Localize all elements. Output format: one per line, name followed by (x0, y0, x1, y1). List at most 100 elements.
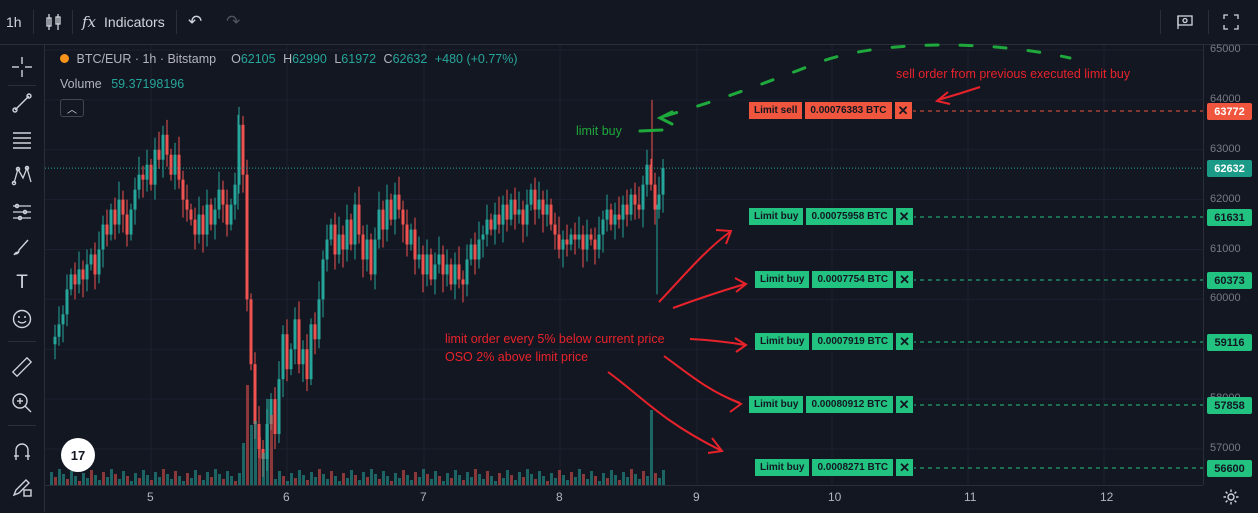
redo-button[interactable]: ↷ (226, 0, 240, 44)
collapse-legend-button[interactable]: ︿ (60, 99, 84, 117)
candle-body (413, 229, 417, 260)
volume-bar (182, 481, 185, 485)
cancel-order-close-icon[interactable]: ✕ (895, 332, 915, 351)
cancel-order-close-icon[interactable]: ✕ (894, 207, 914, 226)
volume-bar (290, 473, 293, 485)
order-quantity[interactable]: 0.0008271 BTC (811, 458, 895, 477)
settings-button[interactable] (1222, 488, 1240, 511)
order-type-label[interactable]: Limit buy (754, 458, 811, 477)
candle-body (285, 334, 289, 370)
lock-drawings-tool[interactable] (8, 473, 36, 501)
order-type-label[interactable]: Limit sell (748, 101, 804, 120)
order-line-buy[interactable]: Limit buy 0.0007919 BTC ✕ (754, 332, 915, 351)
candle-body (309, 324, 313, 380)
text-icon: T (16, 272, 28, 293)
zoom-tool[interactable] (8, 389, 36, 417)
candle-body (329, 224, 333, 240)
date-tick-label: 7 (420, 490, 427, 504)
candle-body (477, 239, 481, 260)
high-label: H (283, 52, 293, 66)
candle-body (417, 254, 421, 260)
measure-tool[interactable] (8, 353, 36, 381)
volume-bar (434, 471, 437, 485)
volume-bar (178, 476, 181, 485)
candle-body (593, 239, 597, 250)
emoji-tool[interactable] (8, 305, 36, 333)
candle-body (625, 204, 629, 215)
magnet-tool[interactable] (8, 437, 36, 465)
smiley-icon (12, 309, 32, 329)
symbol-title[interactable]: BTC/EUR · 1h · Bitstamp (76, 52, 217, 66)
order-type-label[interactable]: Limit buy (754, 332, 811, 351)
red-arrow (689, 338, 746, 346)
order-quantity[interactable]: 0.0007754 BTC (811, 270, 895, 289)
candle-body (181, 179, 185, 200)
order-line-buy[interactable]: Limit buy 0.00075958 BTC ✕ (748, 207, 914, 226)
undo-button[interactable]: ↶ (188, 0, 202, 44)
chart-type-button[interactable] (44, 0, 64, 44)
candle-body (185, 199, 189, 210)
order-line-buy[interactable]: Limit buy 0.00080912 BTC ✕ (748, 395, 914, 414)
order-type-label[interactable]: Limit buy (748, 207, 805, 226)
candle-body (57, 324, 61, 337)
volume-bar (250, 425, 253, 485)
candle-body (445, 264, 449, 275)
order-type-label[interactable]: Limit buy (748, 395, 805, 414)
cancel-order-close-icon[interactable]: ✕ (895, 270, 915, 289)
price-axis[interactable] (1203, 45, 1258, 485)
volume-bar (410, 480, 413, 485)
volume-bar (538, 471, 541, 485)
candle-body (449, 264, 453, 285)
volume-bar (310, 472, 313, 485)
order-quantity[interactable]: 0.00076383 BTC (804, 101, 893, 120)
volume-bar (462, 480, 465, 485)
volume-bar (542, 476, 545, 485)
interval-button[interactable]: 1h (6, 0, 22, 44)
crosshair-tool[interactable] (8, 53, 36, 81)
candle-body (177, 154, 181, 180)
candle-body (53, 336, 57, 345)
order-line-buy[interactable]: Limit buy 0.0008271 BTC ✕ (754, 458, 915, 477)
indicators-button[interactable]: fx Indicators (82, 0, 165, 44)
text-tool[interactable]: T (8, 269, 36, 297)
order-line-sell[interactable]: Limit sell 0.00076383 BTC ✕ (748, 101, 913, 120)
pattern-tool[interactable] (8, 161, 36, 189)
volume-bar (138, 478, 141, 485)
order-quantity[interactable]: 0.00075958 BTC (805, 207, 894, 226)
candle-body (561, 239, 565, 250)
top-toolbar: 1h fx Indicators ↶ ↷ (0, 0, 1258, 45)
volume-bar (634, 474, 637, 485)
time-axis[interactable] (45, 485, 1203, 513)
cancel-order-close-icon[interactable]: ✕ (895, 458, 915, 477)
brush-tool[interactable] (8, 233, 36, 261)
snapshot-button[interactable] (1176, 0, 1194, 44)
volume-bar (490, 476, 493, 485)
fib-tool[interactable] (8, 125, 36, 153)
trendline-tool[interactable] (8, 89, 36, 117)
volume-bar (418, 477, 421, 485)
order-type-label[interactable]: Limit buy (754, 270, 811, 289)
cancel-order-close-icon[interactable]: ✕ (893, 101, 913, 120)
candle-body (105, 224, 109, 235)
volume-bar (314, 477, 317, 485)
volume-bar (166, 474, 169, 485)
candle-body (565, 239, 569, 245)
volume-bar (650, 410, 653, 485)
candle-body (169, 154, 173, 175)
toolbar-divider (8, 85, 36, 86)
forecast-tool[interactable] (8, 197, 36, 225)
volume-bar (322, 474, 325, 485)
order-quantity[interactable]: 0.0007919 BTC (811, 332, 895, 351)
change-value: +480 (+0.77%) (434, 52, 518, 66)
volume-bar (638, 479, 641, 485)
tradingview-logo[interactable]: 17 (61, 438, 95, 472)
candle-body (473, 244, 477, 260)
cancel-order-close-icon[interactable]: ✕ (894, 395, 914, 414)
fullscreen-button[interactable] (1222, 0, 1240, 44)
red-arrow (937, 86, 981, 101)
order-line-buy[interactable]: Limit buy 0.0007754 BTC ✕ (754, 270, 915, 289)
volume-bar (174, 471, 177, 485)
order-quantity[interactable]: 0.00080912 BTC (805, 395, 894, 414)
candle-body (433, 264, 437, 280)
